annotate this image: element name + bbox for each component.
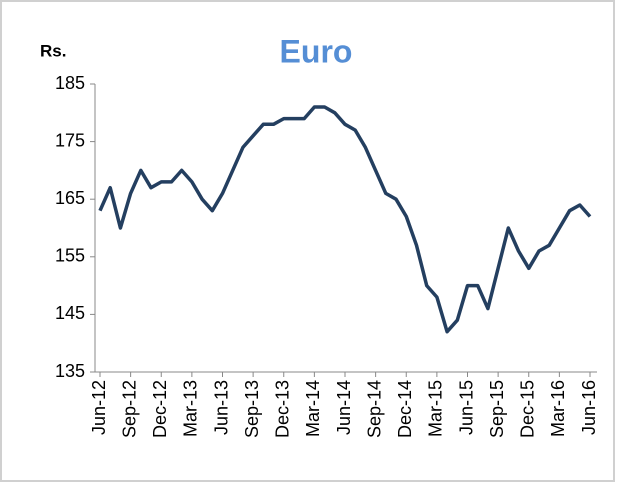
y-tick-label: 175 bbox=[55, 130, 85, 150]
x-tick-label: Sep-15 bbox=[487, 380, 507, 438]
y-tick-label: 155 bbox=[55, 246, 85, 266]
x-tick-label: Jun-12 bbox=[89, 380, 109, 435]
chart-title: Euro bbox=[280, 33, 353, 69]
y-tick-label: 135 bbox=[55, 361, 85, 381]
x-tick-label: Dec-14 bbox=[395, 380, 415, 438]
y-tick-label: 185 bbox=[55, 73, 85, 93]
x-tick-label: Mar-15 bbox=[426, 380, 446, 437]
data-line bbox=[98, 105, 592, 334]
y-axis-label: Rs. bbox=[40, 41, 66, 60]
x-tick-label: Jun-16 bbox=[579, 380, 599, 435]
x-tick-label: Mar-16 bbox=[548, 380, 568, 437]
x-tick-label: Dec-15 bbox=[518, 380, 538, 438]
x-tick-label: Sep-12 bbox=[119, 380, 139, 438]
x-tick-label: Mar-14 bbox=[303, 380, 323, 437]
y-tick-label: 165 bbox=[55, 188, 85, 208]
x-tick-label: Jun-14 bbox=[334, 380, 354, 435]
y-tick-label: 145 bbox=[55, 303, 85, 323]
x-tick-label: Jun-13 bbox=[211, 380, 231, 435]
x-tick-label: Mar-13 bbox=[181, 380, 201, 437]
x-tick-label: Sep-14 bbox=[364, 380, 384, 438]
x-tick-label: Sep-13 bbox=[242, 380, 262, 438]
x-tick-label: Jun-15 bbox=[456, 380, 476, 435]
x-tick-label: Dec-13 bbox=[273, 380, 293, 438]
x-tick-label: Dec-12 bbox=[150, 380, 170, 438]
